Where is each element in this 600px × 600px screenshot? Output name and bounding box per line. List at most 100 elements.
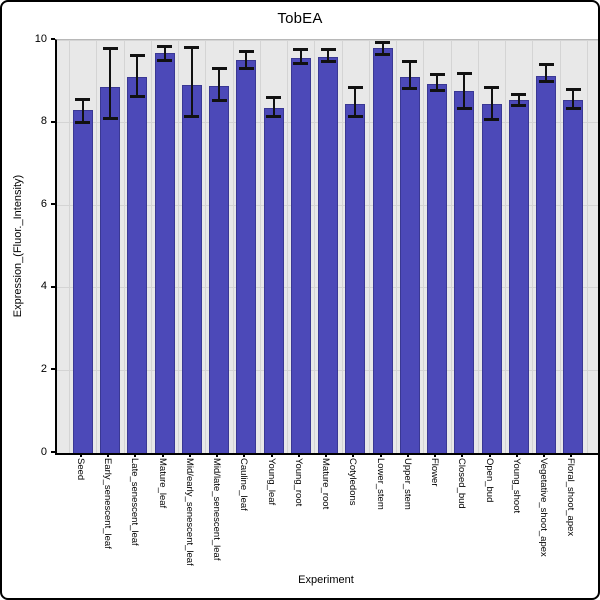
error-bar-line-Seed [81,99,84,123]
error-bar-line-Closed_bud [463,73,466,109]
x-tick-label-Mature_leaf: Mature_leaf [156,458,168,509]
bar-Young_root [290,58,311,453]
x-tick-mark-Cotyledons [352,454,355,457]
x-tick-mark-Mid/early_senescent_leaf [188,454,191,457]
x-tick-label-Young_shoot: Young_shoot [510,458,522,514]
bar-Lower_stem [372,47,393,453]
x-tick-mark-Late_senescent_leaf [134,454,137,457]
error-bar-cap-bottom-Mature_leaf [157,59,172,63]
error-bar-cap-top-Cotyledons [347,85,363,89]
error-bar-cap-bottom-Cauline_leaf [238,66,254,70]
bar-Late_senescent_leaf [127,77,148,453]
error-bar-line-Cauline_leaf [245,51,248,69]
y-tick-mark-10 [51,38,55,40]
x-tick-mark-Early_senescent_leaf [107,454,109,457]
error-bar-line-Mid/early_senescent_leaf [190,47,193,117]
error-bar-cap-bottom-Upper_stem [402,87,418,91]
gridline-x-6 [232,40,234,453]
gridline-x-1 [96,40,98,453]
x-tick-label-Flower: Flower [429,458,440,487]
y-axis-label: Expression_(Fluor._Intensity) [12,174,24,318]
error-bar-cap-bottom-Late_senescent_leaf [129,95,145,99]
error-bar-cap-top-Flower [429,73,445,77]
error-bar-cap-top-Mature_leaf [157,44,172,48]
error-bar-cap-bottom-Lower_stem [375,52,390,56]
bar-Mid/early_senescent_leaf [181,84,202,453]
bar-Open_bud [481,103,502,453]
y-tick-label-6: 6 [40,197,47,210]
x-tick-label-Mid/late_senescent_leaf: Mid/late_senescent_leaf [211,458,222,561]
error-bar-cap-top-Young_leaf [266,96,281,100]
error-bar-cap-top-Lower_stem [375,40,390,44]
x-tick-mark-Young_root [297,454,300,457]
bar-Cotyledons [345,103,366,453]
error-bar-cap-bottom-Young_leaf [266,114,281,118]
error-bar-cap-top-Open_bud [484,85,499,89]
gridline-x-13 [423,40,425,453]
bar-Upper_stem [399,77,420,453]
x-tick-label-Closed_bud: Closed_bud [456,458,468,509]
x-tick-label-Cotyledons: Cotyledons [347,458,359,506]
error-bar-line-Late_senescent_leaf [136,55,139,97]
error-bar-line-Mature_root [327,49,329,62]
error-bar-cap-bottom-Flower [429,89,445,93]
error-bar-cap-bottom-Mature_root [320,60,336,64]
gridline-y-10 [57,39,598,41]
error-bar-line-Young_leaf [272,97,275,117]
x-tick-mark-Mid/late_senescent_leaf [216,454,218,457]
bar-Young_leaf [263,108,284,453]
error-bar-cap-bottom-Young_root [293,62,309,66]
x-tick-mark-Flower [434,454,436,457]
gridline-x-15 [477,40,479,453]
y-tick-label-4: 4 [40,280,47,293]
gridline-x-8 [287,40,289,453]
plot-area [55,39,598,455]
bar-Young_shoot [508,99,529,453]
x-tick-label-Floral_shoot_apex: Floral_shoot_apex [565,458,577,537]
error-bar-cap-top-Vegetative_shoot_apex [538,63,554,67]
error-bar-cap-top-Seed [75,97,91,101]
error-bar-line-Early_senescent_leaf [109,48,111,119]
y-tick-label-0: 0 [40,445,47,458]
gridline-x-9 [314,40,316,453]
x-tick-label-Vegetative_shoot_apex: Vegetative_shoot_apex [538,458,549,557]
error-bar-cap-bottom-Floral_shoot_apex [565,107,581,111]
error-bar-cap-top-Mature_root [320,47,336,51]
y-tick-mark-8 [51,120,55,123]
gridline-x-14 [450,40,452,453]
error-bar-line-Lower_stem [381,42,384,55]
y-tick-label-2: 2 [40,362,47,375]
gridline-x-2 [123,40,125,453]
bar-Mid/late_senescent_leaf [209,85,229,453]
error-bar-line-Floral_shoot_apex [572,89,575,109]
error-bar-line-Upper_stem [408,61,411,89]
error-bar-line-Vegetative_shoot_apex [545,64,547,82]
error-bar-cap-bottom-Open_bud [484,118,499,122]
chart-title: TobEA [277,10,323,27]
error-bar-cap-top-Early_senescent_leaf [102,47,118,51]
x-tick-label-Upper_stem: Upper_stem [401,458,413,510]
error-bar-cap-top-Young_shoot [511,92,527,96]
error-bar-line-Flower [436,74,438,91]
x-tick-label-Mid/early_senescent_leaf: Mid/early_senescent_leaf [183,458,195,566]
error-bar-cap-top-Closed_bud [456,71,472,75]
error-bar-cap-bottom-Seed [75,120,91,124]
x-tick-mark-Mature_root [325,454,327,457]
error-bar-cap-bottom-Cotyledons [347,114,363,118]
y-tick-mark-2 [51,368,55,371]
bar-Early_senescent_leaf [100,87,120,453]
error-bar-cap-bottom-Vegetative_shoot_apex [538,79,554,83]
error-bar-cap-top-Mid/early_senescent_leaf [184,46,200,50]
error-bar-line-Open_bud [490,87,493,120]
y-tick-label-10: 10 [34,32,47,45]
error-bar-cap-bottom-Mid/early_senescent_leaf [184,114,200,118]
bar-Seed [72,110,93,453]
x-tick-label-Mature_root: Mature_root [320,458,331,510]
bar-Mature_leaf [154,52,175,453]
gridline-x-11 [368,40,370,453]
gridline-x-5 [205,40,207,453]
bar-Closed_bud [454,91,475,453]
x-tick-mark-Vegetative_shoot_apex [543,454,545,457]
error-bar-cap-top-Floral_shoot_apex [565,88,581,92]
